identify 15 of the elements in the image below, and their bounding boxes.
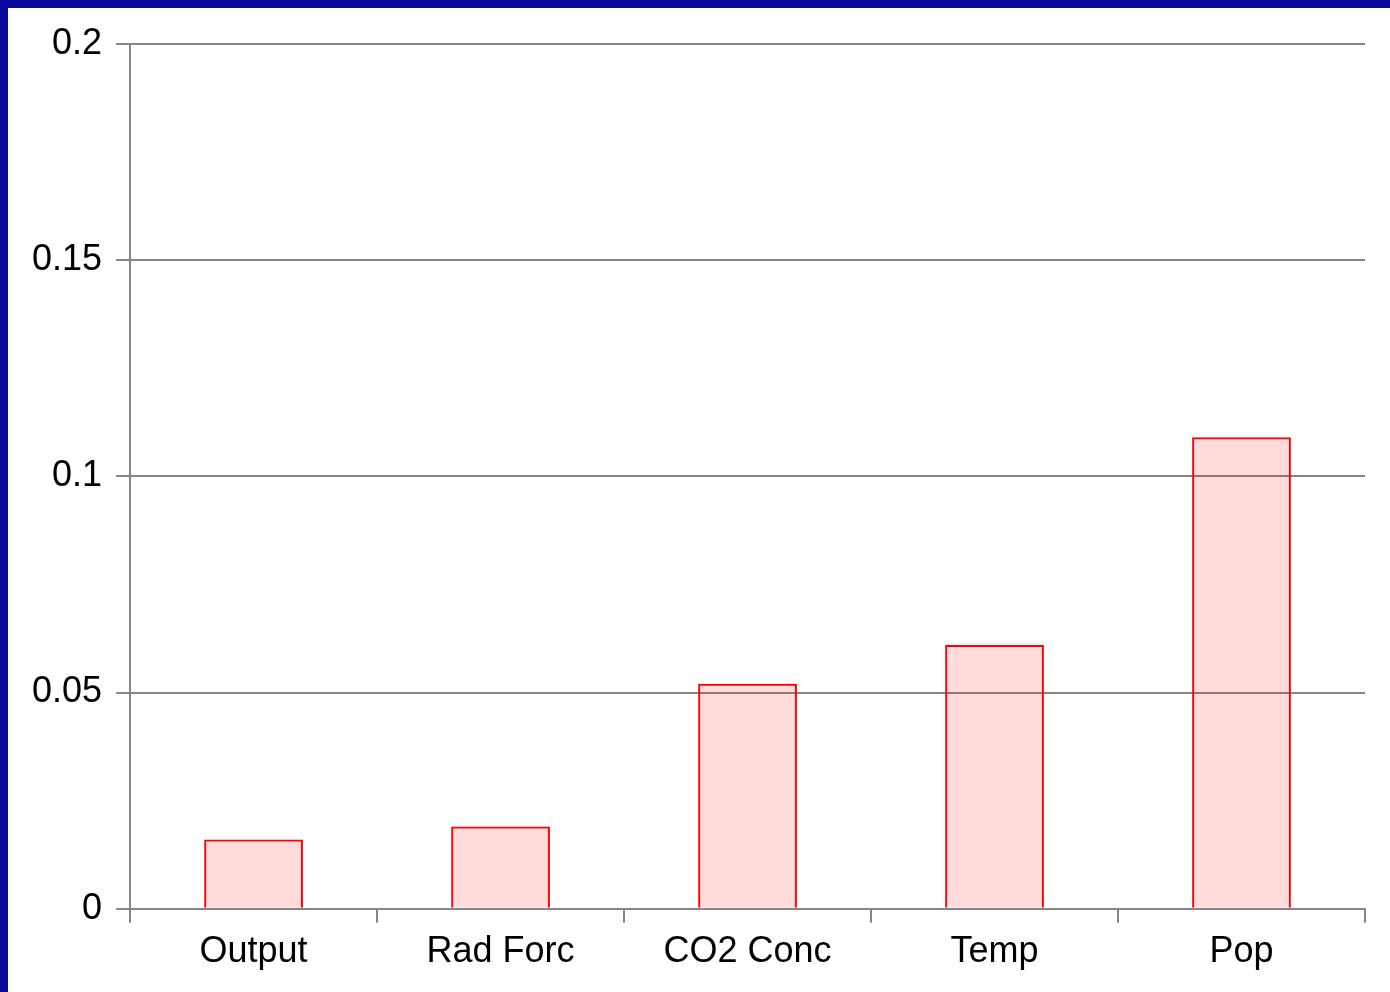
x-tick-label: Output [199, 929, 308, 971]
bar [1192, 437, 1291, 908]
bar [204, 839, 303, 908]
bar [945, 644, 1044, 908]
y-tick-label: 0.15 [31, 236, 103, 278]
x-tick-label: Rad Forc [426, 929, 575, 971]
y-tick-label: 0.1 [52, 453, 103, 495]
y-tick-label: 0 [82, 885, 103, 927]
x-tick-label: Temp [950, 929, 1039, 971]
bar [451, 826, 550, 908]
bar [698, 683, 797, 908]
x-tick-label: Pop [1209, 929, 1274, 971]
y-tick-label: 0.05 [31, 669, 103, 711]
x-tick-label: CO2 Conc [663, 929, 832, 971]
y-tick-label: 0.2 [52, 20, 103, 62]
